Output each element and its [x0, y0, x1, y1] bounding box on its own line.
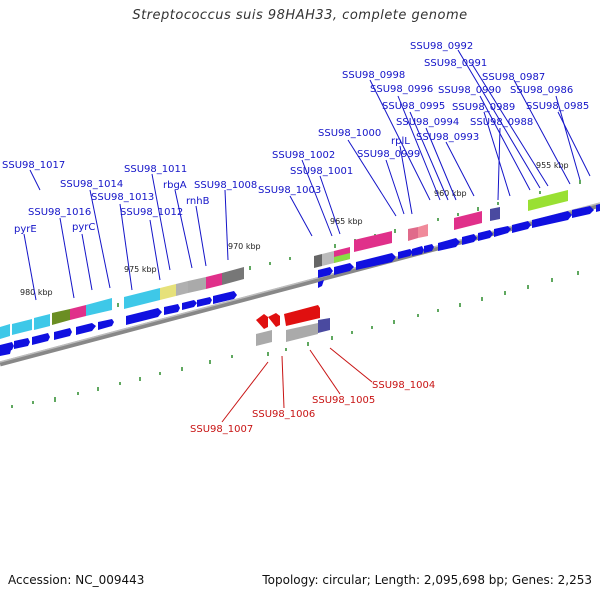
gene-label: SSU98_0995 — [382, 101, 445, 112]
gene-label: SSU98_1000 — [318, 128, 381, 139]
gene-label: pyrE — [14, 224, 37, 235]
scale-label-965: 965 kbp — [330, 217, 363, 226]
scale-label-955: 955 kbp — [536, 161, 569, 170]
map-title: Streptococcus suis 98HAH33, complete gen… — [132, 8, 468, 23]
gene-label: SSU98_0989 — [452, 102, 515, 113]
gene-label: SSU98_1011 — [124, 164, 187, 175]
gene-label: SSU98_0993 — [416, 132, 479, 143]
gene-label: SSU98_0992 — [410, 41, 473, 52]
tick-row-inner — [11, 271, 579, 408]
gene-label: SSU98_0985 — [526, 101, 589, 112]
gene-label: SSU98_0988 — [470, 117, 533, 128]
gene-labels-reverse: SSU98_1004 SSU98_1005 SSU98_1006 SSU98_1… — [190, 380, 435, 435]
scale-label-980: 980 kbp — [20, 288, 53, 297]
topology-text: Topology: circular; Length: 2,095,698 bp… — [262, 573, 592, 587]
gene-label: rplL — [391, 136, 410, 147]
forward-cds-track — [0, 204, 600, 353]
scale-label-975: 975 kbp — [124, 265, 157, 274]
gene-label: SSU98_1005 — [312, 395, 375, 406]
gene-label: SSU98_0990 — [438, 85, 501, 96]
gene-label: SSU98_0994 — [396, 117, 459, 128]
gene-label: SSU98_1007 — [190, 424, 253, 435]
gene-label: SSU98_1017 — [2, 160, 65, 171]
gene-label: SSU98_0986 — [510, 85, 573, 96]
gene-label: SSU98_1002 — [272, 150, 335, 161]
leader-lines-forward — [23, 49, 591, 301]
gene-label: SSU98_1006 — [252, 409, 315, 420]
scale-label-960: 960 kbp — [434, 189, 467, 198]
scale-labels: 955 kbp 960 kbp 965 kbp 970 kbp 975 kbp … — [20, 161, 569, 297]
gene-label: rbgA — [163, 180, 187, 191]
forward-cds-track-lower — [0, 346, 11, 356]
accession-text: Accession: NC_009443 — [8, 573, 145, 587]
gene-label: SSU98_1013 — [91, 192, 154, 203]
gene-label: SSU98_0999 — [357, 149, 420, 160]
gene-label: SSU98_1012 — [120, 207, 183, 218]
scale-label-970: 970 kbp — [228, 242, 261, 251]
feature-boxes-forward — [0, 190, 568, 339]
leader-lines-reverse — [221, 347, 373, 423]
gene-label: SSU98_1014 — [60, 179, 123, 190]
gene-label: SSU98_1004 — [372, 380, 435, 391]
gene-label: SSU98_1001 — [290, 166, 353, 177]
gene-label: SSU98_0996 — [370, 84, 433, 95]
gene-label: SSU98_1016 — [28, 207, 91, 218]
reverse-cds-track — [256, 305, 330, 346]
gene-label: SSU98_1008 — [194, 180, 257, 191]
gene-label: pyrC — [72, 222, 95, 233]
gene-label: SSU98_0991 — [424, 58, 487, 69]
gene-label: SSU98_0998 — [342, 70, 405, 81]
gene-label: SSU98_1003 — [258, 185, 321, 196]
gene-labels-forward: SSU98_0992 SSU98_0991 SSU98_0987 SSU98_0… — [2, 41, 589, 235]
gene-label: SSU98_0987 — [482, 72, 545, 83]
gene-label: rnhB — [186, 196, 210, 207]
